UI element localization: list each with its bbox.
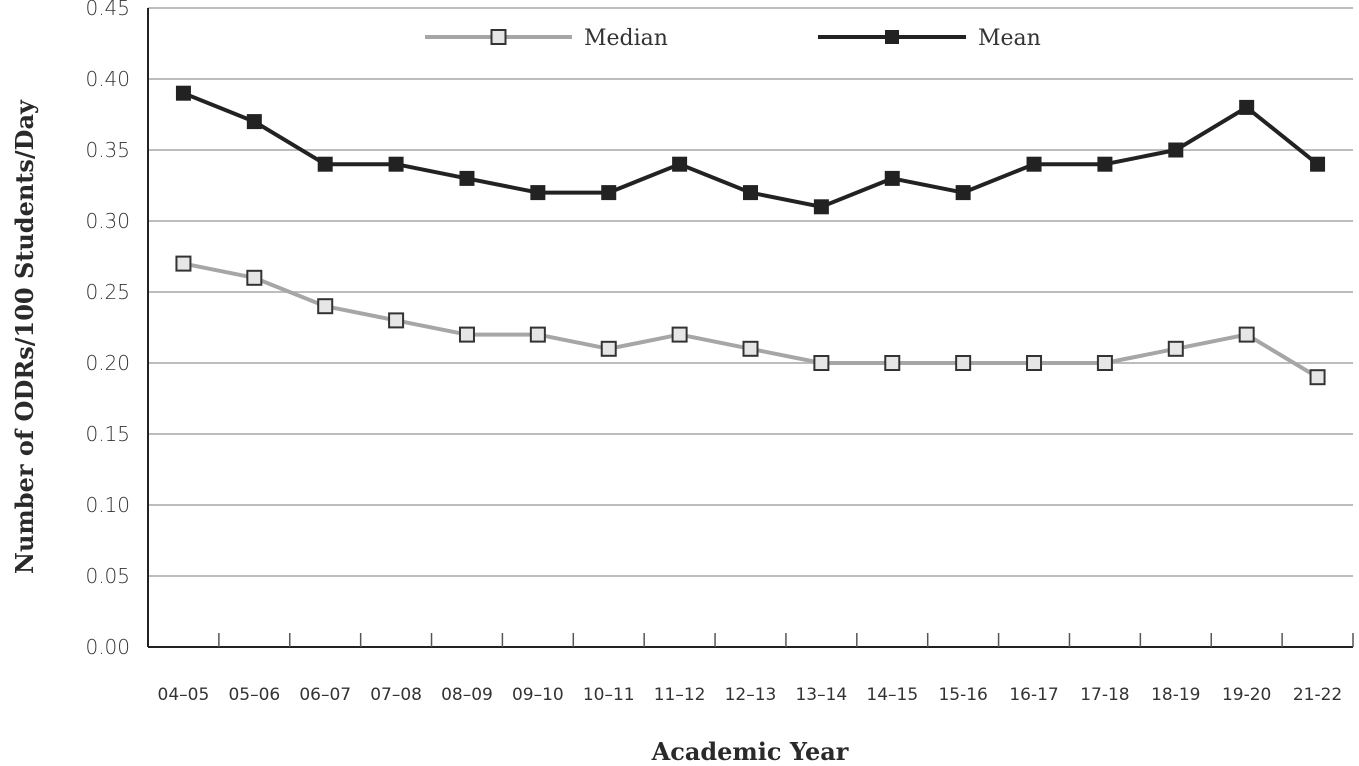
- data-point-median: [742, 340, 759, 357]
- data-point-median: [388, 312, 405, 329]
- x-tick-label: 12–13: [725, 685, 777, 705]
- data-point-median: [884, 355, 901, 371]
- x-tick-label: 05–06: [228, 685, 280, 705]
- x-tick-label: 14–15: [866, 685, 918, 705]
- legend-label-mean: Mean: [978, 26, 1041, 51]
- legend-marker-median: [490, 29, 507, 45]
- y-tick-label: 0.30: [85, 209, 130, 233]
- legend-label-median: Median: [584, 26, 668, 51]
- data-point-median: [1096, 355, 1113, 371]
- y-tick-label: 0.45: [85, 0, 130, 20]
- data-point-mean: [1097, 156, 1113, 172]
- x-tick-label: 06–07: [299, 685, 351, 705]
- x-tick-label: 11–12: [654, 685, 706, 705]
- data-point-median: [600, 340, 617, 357]
- data-point-mean: [601, 185, 617, 201]
- axes: [147, 8, 1354, 648]
- data-point-mean: [388, 156, 404, 172]
- data-point-median: [1026, 355, 1043, 371]
- y-tick-label: 0.20: [85, 351, 130, 375]
- data-point-median: [1167, 340, 1184, 357]
- series-group: [175, 85, 1326, 386]
- data-point-median: [955, 355, 972, 371]
- y-axis-ticks: 0.00 0.05 0.10 0.15 0.20 0.25 0.30 0.35 0.40 0.45: [85, 0, 130, 659]
- data-point-mean: [1310, 156, 1326, 172]
- data-point-mean: [459, 170, 475, 186]
- gridlines: [148, 7, 1353, 577]
- y-tick-label: 0.10: [85, 493, 130, 517]
- data-point-median: [1238, 326, 1255, 343]
- data-point-mean: [743, 185, 758, 201]
- x-tick-label: 18-19: [1151, 685, 1200, 705]
- y-axis-title: Number of ODRs/100 Students/Day: [10, 99, 39, 574]
- x-tick-label: 15-16: [938, 685, 987, 705]
- x-tick-label: 09–10: [512, 685, 564, 705]
- x-tick-label: 13–14: [795, 685, 847, 705]
- data-point-mean: [1026, 156, 1042, 172]
- x-tick-label: 04–05: [158, 685, 210, 705]
- data-point-mean: [1168, 142, 1184, 158]
- data-point-median: [458, 326, 475, 343]
- y-tick-label: 0.15: [85, 422, 130, 446]
- data-point-mean: [813, 199, 829, 215]
- legend: Median Mean: [425, 26, 1041, 51]
- y-tick-label: 0.35: [85, 138, 130, 162]
- data-point-median: [1309, 369, 1326, 386]
- data-point-mean: [246, 114, 262, 130]
- data-point-mean: [955, 185, 971, 201]
- x-axis-title: Academic Year: [651, 737, 849, 766]
- data-point-median: [671, 326, 688, 343]
- data-point-mean: [317, 156, 333, 172]
- x-tick-label: 10–11: [583, 685, 635, 705]
- data-point-median: [317, 298, 334, 315]
- legend-marker-mean: [885, 30, 899, 44]
- x-tick-label: 17-18: [1080, 685, 1129, 705]
- data-point-median: [813, 355, 830, 371]
- y-tick-label: 0.05: [85, 564, 130, 588]
- x-tick-label: 19-20: [1222, 685, 1271, 705]
- x-tick-label: 08–09: [441, 685, 493, 705]
- data-point-median: [529, 326, 546, 343]
- x-tick-label: 07–08: [370, 685, 422, 705]
- y-tick-label: 0.25: [85, 280, 130, 304]
- data-point-median: [175, 255, 192, 272]
- data-point-mean: [530, 185, 546, 201]
- x-tick-label: 21-22: [1293, 685, 1342, 705]
- data-point-mean: [1239, 99, 1255, 115]
- series-line-median: [183, 261, 1319, 379]
- data-point-median: [246, 269, 263, 286]
- data-point-mean: [175, 85, 191, 101]
- data-point-mean: [884, 170, 900, 186]
- x-axis-ticks: 04–05 05–06 06–07 07–08 08–09 09–10 10–11 11–12…: [158, 685, 1343, 705]
- y-tick-label: 0.00: [85, 635, 130, 659]
- data-point-mean: [672, 156, 688, 172]
- x-tick-label: 16-17: [1009, 685, 1058, 705]
- y-tick-label: 0.40: [85, 67, 130, 91]
